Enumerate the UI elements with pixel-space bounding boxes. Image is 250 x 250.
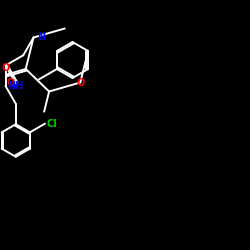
Text: NH: NH — [7, 81, 23, 91]
Text: Cl: Cl — [46, 119, 57, 129]
Text: O: O — [76, 78, 84, 88]
Text: N: N — [37, 32, 46, 42]
Text: O: O — [6, 78, 14, 88]
Text: O: O — [2, 64, 10, 74]
